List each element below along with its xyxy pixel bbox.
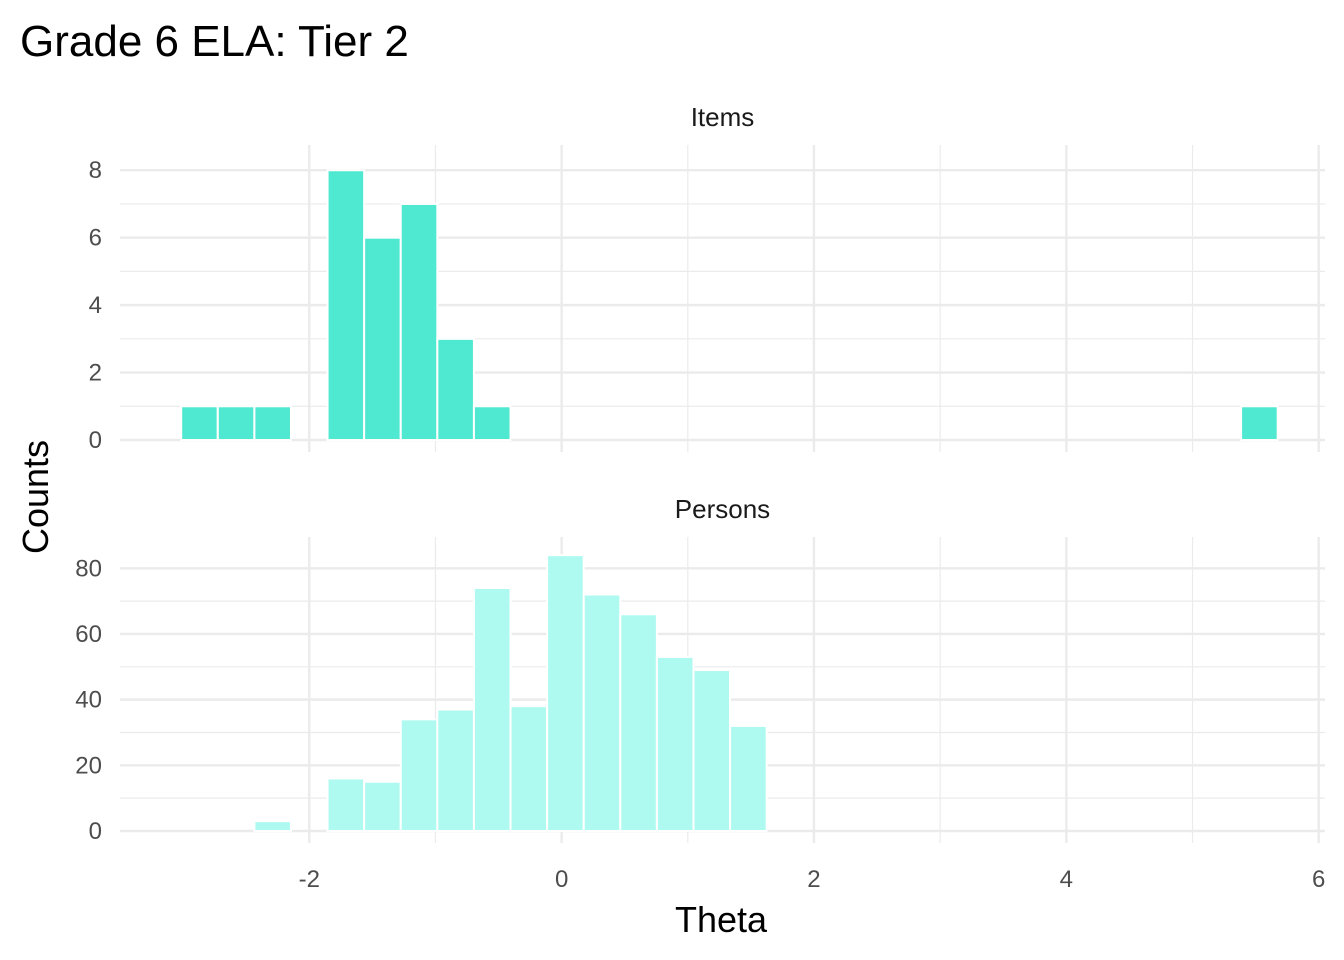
histogram-bar-persons — [509, 705, 549, 832]
y-tick-label-items: 0 — [89, 427, 102, 454]
y-tick-label-persons: 20 — [75, 752, 102, 779]
histogram-bar-persons — [582, 593, 622, 833]
histogram-bar-items — [363, 236, 402, 441]
y-tick-label-items: 6 — [89, 225, 102, 252]
histogram-bar-items — [399, 202, 439, 441]
histogram-bar-items — [436, 337, 475, 442]
y-axis-title: Counts — [15, 440, 56, 554]
y-tick-label-items: 4 — [89, 292, 102, 319]
histogram-bar-persons — [546, 554, 585, 832]
histogram-bar-persons — [619, 613, 658, 832]
x-tick-label: 4 — [1060, 866, 1073, 893]
strip-label-persons: Persons — [675, 494, 770, 524]
panel-persons: 0 20 40 60 80 Persons — [75, 494, 1325, 845]
y-tick-label-items: 2 — [89, 360, 102, 387]
histogram-bar-persons — [692, 669, 732, 832]
histogram-bar-items — [253, 405, 292, 442]
histogram-bar-items — [472, 405, 512, 442]
x-axis-title: Theta — [675, 899, 768, 940]
x-tick-label: 6 — [1312, 866, 1325, 893]
y-tick-label-persons: 60 — [75, 621, 102, 648]
histogram-bar-persons — [472, 586, 512, 833]
y-tick-label-items: 8 — [89, 157, 102, 184]
panels: 0 2 4 6 8 Items 0 20 40 60 80 Persons -2 0 2 4 6 — [75, 102, 1325, 893]
chart-title: Grade 6 ELA: Tier 2 — [20, 17, 409, 66]
histogram-bar-items — [326, 169, 366, 442]
histogram-bar-persons — [436, 708, 475, 833]
x-tick-label: -2 — [299, 866, 320, 893]
histogram-bar-persons — [363, 780, 402, 833]
y-tick-label-persons: 0 — [89, 818, 102, 845]
histogram-bar-items — [1240, 405, 1279, 442]
histogram-bar-persons — [655, 655, 695, 832]
y-tick-label-persons: 80 — [75, 555, 102, 582]
y-tick-label-persons: 40 — [75, 687, 102, 714]
panel-items: 0 2 4 6 8 Items — [89, 102, 1325, 454]
histogram-bar-items — [180, 405, 219, 442]
histogram-bar-persons — [399, 718, 439, 832]
strip-label-items: Items — [691, 102, 755, 132]
x-tick-label: 0 — [555, 866, 568, 893]
histogram-bar-persons — [326, 777, 366, 832]
histogram-bar-items — [216, 405, 256, 442]
histogram-bar-persons — [729, 724, 768, 833]
x-tick-label: 2 — [807, 866, 820, 893]
histogram-bar-persons — [253, 820, 292, 832]
